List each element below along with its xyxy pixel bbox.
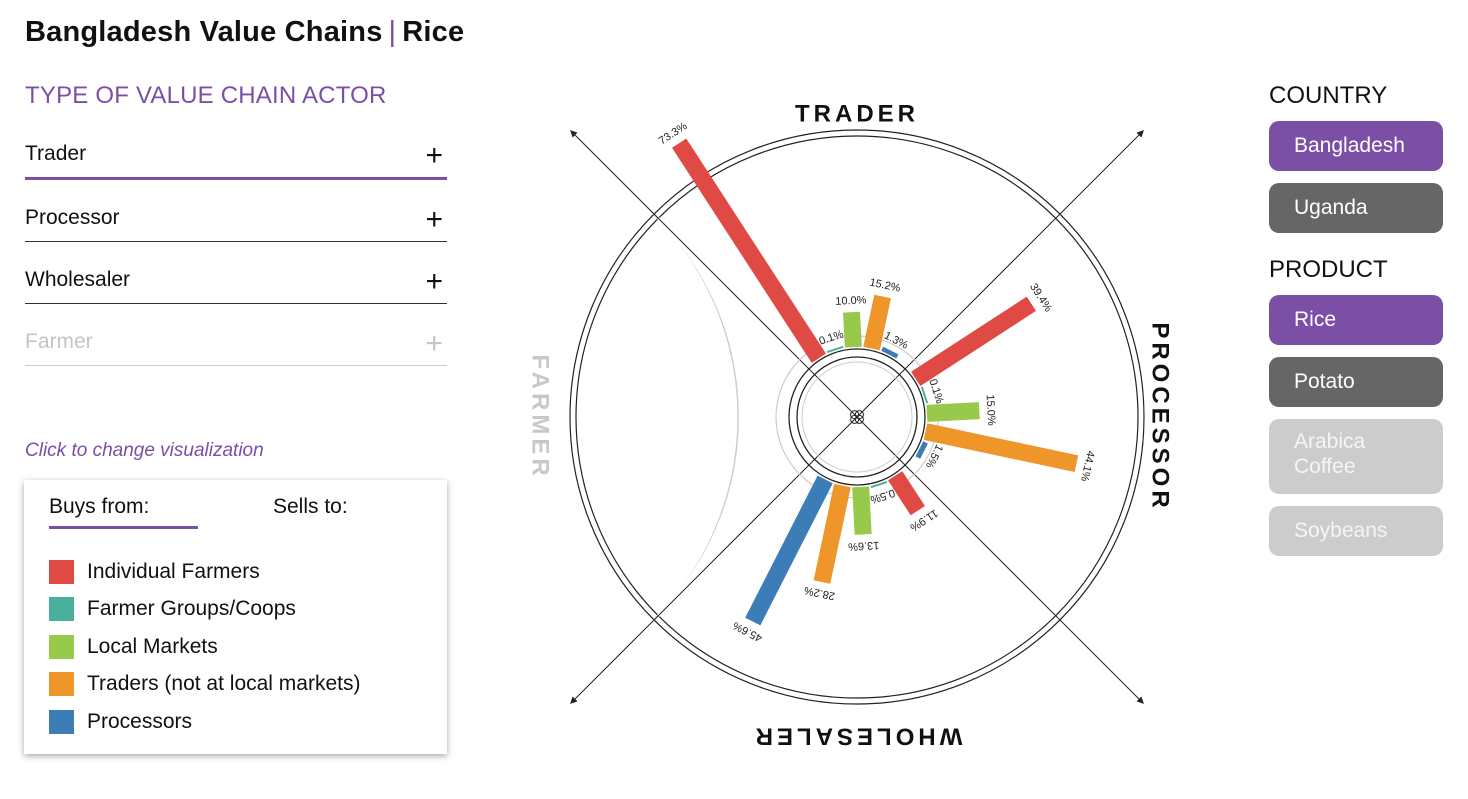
chart-bar[interactable] [863, 294, 891, 351]
inner-ring [796, 356, 918, 478]
active-tab-underline [49, 526, 198, 529]
chart-bar[interactable] [887, 471, 925, 516]
inner-ring [788, 348, 926, 486]
chart-bar[interactable] [881, 346, 899, 359]
bar-value-label: 15.2% [868, 277, 901, 295]
bar-value-label: 15.0% [984, 394, 998, 426]
legend-label: Local Markets [87, 634, 218, 658]
product-heading: PRODUCT [1269, 256, 1388, 283]
bar-value-label: 13.6% [848, 539, 880, 553]
page-title-main: Bangladesh Value Chains [25, 16, 383, 48]
chart-bar[interactable] [852, 486, 872, 535]
plus-icon[interactable]: + [425, 139, 443, 172]
actor-item-label: Processor [25, 206, 120, 229]
plus-icon[interactable]: + [425, 203, 443, 236]
inactive-ring [653, 213, 739, 621]
product-button-soybeans[interactable]: Soybeans [1269, 506, 1443, 556]
bar-value-label: 0.1% [926, 378, 945, 406]
center-knot [850, 410, 860, 420]
actor-list: Trader + Processor + Wholesaler + Farmer… [25, 110, 447, 366]
actor-item-farmer[interactable]: Farmer + [25, 304, 447, 366]
chart-bar[interactable] [745, 475, 833, 626]
product-button-arabica-coffee[interactable]: Arabica Coffee [1269, 419, 1443, 494]
inner-ring [801, 361, 913, 473]
legend-item: Farmer Groups/Coops [49, 591, 360, 629]
chart-bar[interactable] [843, 311, 862, 348]
legend-label: Farmer Groups/Coops [87, 597, 296, 621]
legend-item: Local Markets [49, 628, 360, 666]
legend-swatch [49, 709, 74, 734]
radial-chart: 73.3%0.1%10.0%15.2%1.3%39.4%0.1%15.0%44.… [527, 100, 1174, 749]
product-button-potato[interactable]: Potato [1269, 357, 1443, 407]
axis-label-farmer[interactable]: FARMER [527, 354, 554, 479]
legend-list: Individual Farmers Farmer Groups/Coops L… [49, 553, 360, 741]
actor-item-processor[interactable]: Processor + [25, 180, 447, 242]
actor-item-wholesaler[interactable]: Wholesaler + [25, 242, 447, 304]
legend-item: Individual Farmers [49, 553, 360, 591]
axis-label-processor[interactable]: PROCESSOR [1147, 322, 1174, 511]
plus-icon[interactable]: + [425, 265, 443, 298]
actor-item-trader[interactable]: Trader + [25, 110, 447, 180]
actor-panel: TYPE OF VALUE CHAIN ACTOR Trader + Proce… [25, 82, 447, 366]
tab-sells-to[interactable]: Sells to: [273, 495, 348, 518]
center-knot [854, 410, 864, 420]
legend-item: Processors [49, 703, 360, 741]
axis-label-trader[interactable]: TRADER [795, 100, 919, 127]
chart-frame [569, 129, 1145, 705]
bar-value-label: 0.5% [869, 486, 897, 505]
axis-line [570, 130, 1144, 704]
tab-buys-from[interactable]: Buys from: [49, 495, 150, 518]
chart-bars [672, 138, 1079, 626]
legend-swatch [49, 597, 74, 622]
page-title: Bangladesh Value Chains | Rice [25, 16, 464, 49]
filter-panel: COUNTRY Bangladesh Uganda PRODUCT Rice P… [1269, 82, 1443, 568]
chart-bar[interactable] [923, 423, 1079, 472]
actor-panel-heading: TYPE OF VALUE CHAIN ACTOR [25, 82, 387, 109]
legend-swatch [49, 672, 74, 697]
legend-label: Traders (not at local markets) [87, 672, 361, 696]
legend-label: Individual Farmers [87, 559, 260, 583]
actor-item-label: Farmer [25, 330, 93, 353]
country-heading: COUNTRY [1269, 82, 1388, 109]
page-title-product: Rice [402, 16, 465, 48]
bar-value-label: 44.1% [1078, 449, 1096, 482]
legend-swatch [49, 634, 74, 659]
bar-value-label: 28.2% [803, 584, 836, 602]
chart-bar[interactable] [926, 402, 980, 422]
outer-ring [569, 129, 1145, 705]
legend-swatch [49, 559, 74, 584]
center-knot [854, 414, 864, 424]
change-visualization-hint: Click to change visualization [25, 440, 264, 461]
title-separator: | [388, 16, 397, 48]
chart-bar[interactable] [920, 386, 929, 404]
bar-value-label: 0.1% [818, 328, 846, 347]
country-button-uganda[interactable]: Uganda [1269, 183, 1443, 233]
chart-bar[interactable] [672, 138, 827, 363]
chart-axis-labels: TRADER PROCESSOR WHOLESALER FARMER [527, 100, 1174, 749]
legend-item: Traders (not at local markets) [49, 666, 360, 704]
chart-bar[interactable] [915, 441, 928, 459]
chart-bar[interactable] [813, 483, 851, 584]
legend-label: Processors [87, 709, 193, 733]
chart-bar[interactable] [826, 345, 844, 354]
actor-item-label: Wholesaler [25, 268, 131, 291]
center-knot [850, 414, 860, 424]
legend-card: Buys from: Sells to: Individual Farmers … [24, 480, 447, 754]
bar-value-label: 10.0% [835, 294, 867, 308]
product-button-rice[interactable]: Rice [1269, 295, 1443, 345]
inactive-ring-mask [657, 217, 743, 617]
axis-label-wholesaler[interactable]: WHOLESALER [752, 723, 963, 750]
country-button-bangladesh[interactable]: Bangladesh [1269, 121, 1443, 171]
chart-bar[interactable] [911, 296, 1036, 387]
plus-icon[interactable]: + [425, 327, 443, 360]
actor-item-label: Trader [25, 142, 87, 165]
chart-bar[interactable] [870, 480, 888, 489]
